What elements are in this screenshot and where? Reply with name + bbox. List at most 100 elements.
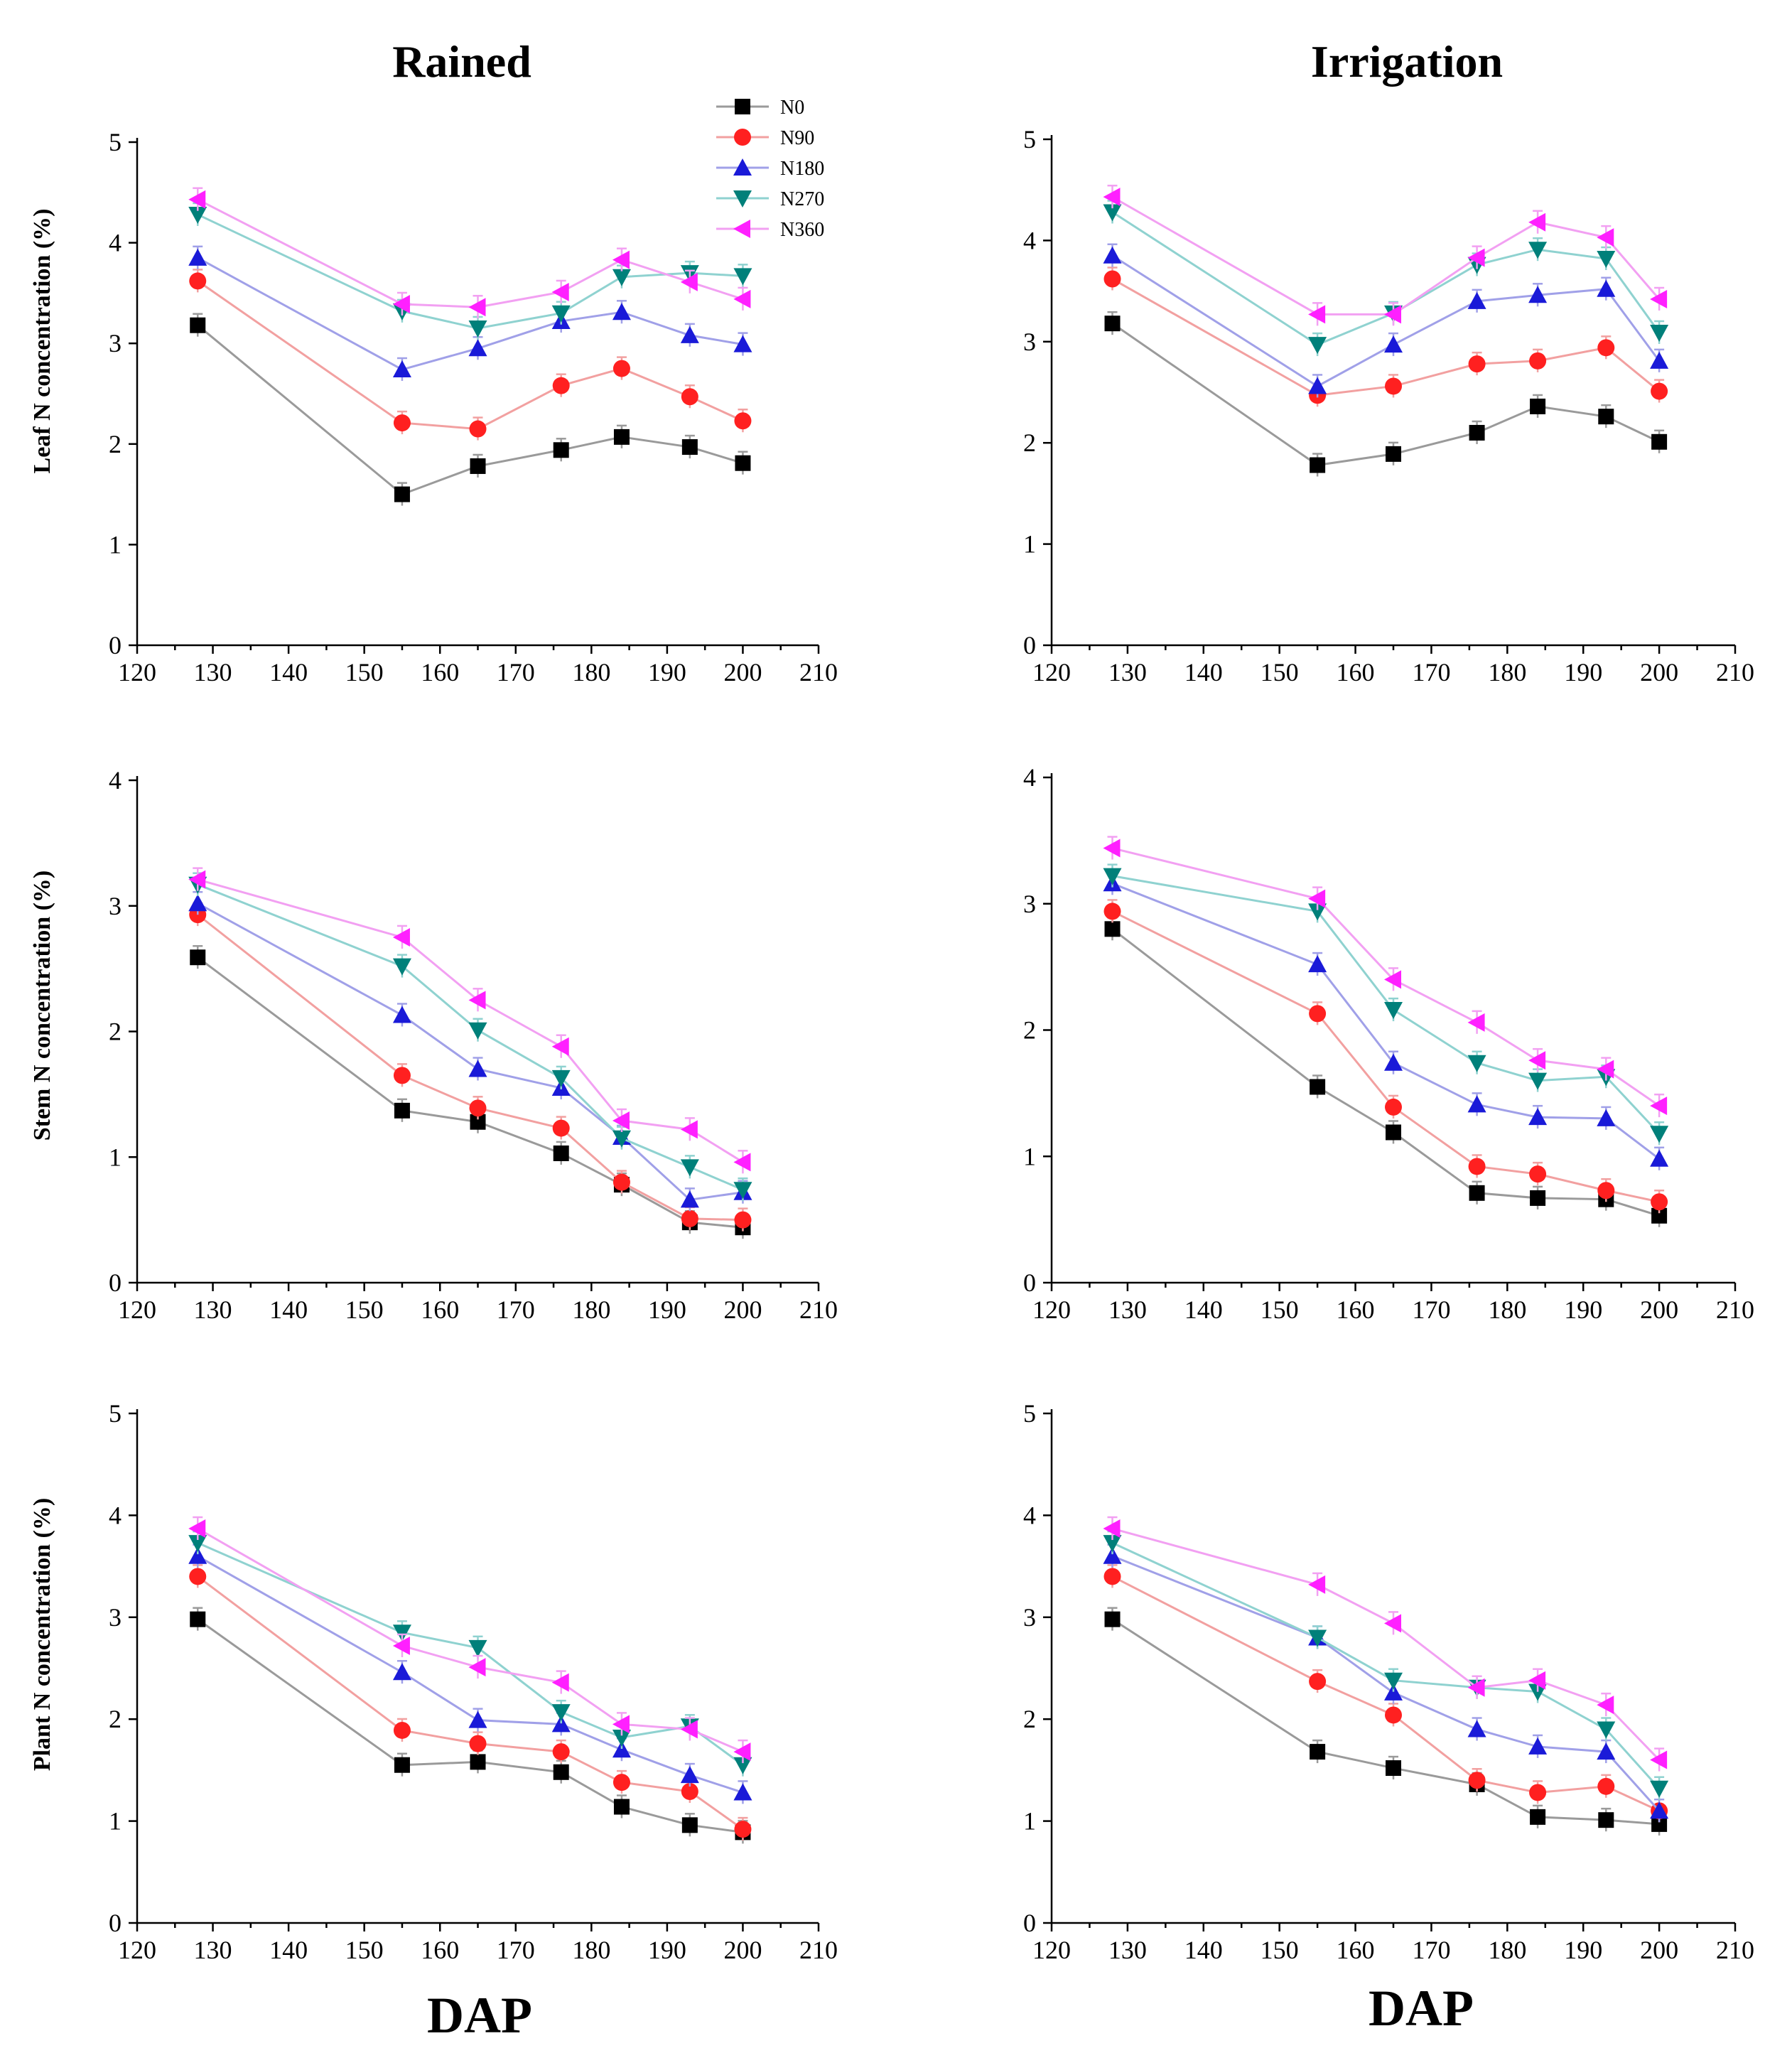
series-N90 (1103, 266, 1668, 407)
x-tick-label: 140 (1184, 658, 1223, 686)
data-point-N90 (552, 1743, 570, 1761)
data-point-N360 (1384, 305, 1401, 324)
legend-marker-N270 (733, 190, 752, 208)
x-tick-label: 130 (194, 1295, 232, 1324)
y-tick-label: 5 (1023, 1399, 1036, 1428)
data-point-N360 (551, 1673, 569, 1692)
data-point-N90 (393, 1721, 411, 1739)
data-point-N0 (1386, 1760, 1401, 1777)
panel-3: 0 1 2 3 4 120 130 140 150 160 170 180 190 200 210 Stem … (29, 766, 838, 1324)
data-point-N0 (1386, 446, 1401, 462)
data-point-N0 (394, 1102, 410, 1119)
y-tick-label: 3 (109, 1603, 122, 1632)
data-point-N0 (1469, 1185, 1485, 1201)
legend-marker-N90 (734, 129, 751, 146)
data-point-N90 (1309, 1673, 1327, 1691)
data-point-N270 (1103, 1535, 1122, 1553)
data-point-N270 (680, 1159, 699, 1177)
data-point-N90 (1103, 270, 1121, 288)
data-point-N0 (553, 442, 569, 458)
y-tick-label: 0 (109, 1909, 122, 1937)
data-point-N360 (188, 870, 206, 889)
legend-label-N360: N360 (780, 219, 824, 241)
panel-6: 0 1 2 3 4 5 120 130 140 150 160 170 180 190 200 210 (1023, 1399, 1754, 1964)
data-point-N0 (470, 1754, 486, 1770)
series-line-N90 (197, 1575, 744, 1831)
y-tick-label: 3 (1023, 890, 1036, 918)
x-tick-label: 190 (648, 658, 686, 686)
data-point-N90 (189, 272, 207, 290)
series-N270 (188, 1530, 752, 1777)
data-point-N360 (1597, 228, 1614, 247)
data-point-N270 (1467, 1055, 1486, 1072)
data-point-N270 (1308, 903, 1327, 921)
data-point-N360 (1650, 1096, 1668, 1116)
data-point-N360 (551, 282, 569, 301)
data-point-N0 (1386, 1124, 1401, 1141)
y-tick-label: 1 (1023, 1142, 1036, 1170)
data-point-N180 (612, 303, 631, 320)
data-point-N0 (470, 1114, 486, 1130)
column-title-irrigation: Irrigation (1311, 36, 1503, 87)
x-tick-label: 160 (421, 1936, 459, 1964)
y-tick-label: 4 (109, 229, 122, 257)
series-N270 (188, 202, 752, 340)
data-point-N180 (1650, 351, 1669, 369)
data-point-N360 (392, 927, 410, 947)
y-tick-label: 2 (109, 1705, 122, 1733)
x-tick-label: 120 (1032, 1295, 1071, 1324)
data-point-N90 (1529, 1784, 1547, 1801)
series-line-N90 (1111, 278, 1661, 397)
data-point-N0 (1310, 1744, 1326, 1760)
column-title-rained: Rained (392, 36, 531, 87)
x-tick-label: 150 (345, 1295, 384, 1324)
data-point-N270 (1597, 251, 1616, 269)
data-point-N180 (1103, 246, 1122, 264)
x-tick-label: 140 (1184, 1295, 1223, 1324)
series-N360 (188, 867, 751, 1174)
x-tick-label: 130 (1108, 1936, 1147, 1964)
x-tick-label: 130 (194, 658, 232, 686)
data-point-N180 (188, 248, 207, 266)
data-point-N180 (468, 1710, 487, 1728)
data-point-N180 (1597, 279, 1616, 297)
data-point-N270 (612, 1730, 631, 1747)
data-point-N90 (1468, 1158, 1486, 1175)
series-line-N0 (1111, 322, 1660, 467)
panel-2: 0 1 2 3 4 5 120 130 140 150 160 170 180 190 200 210 (1023, 125, 1754, 686)
data-point-N180 (392, 1663, 411, 1681)
x-tick-label: 190 (648, 1295, 686, 1324)
data-point-N0 (394, 486, 410, 502)
data-point-N360 (733, 1153, 751, 1172)
data-point-N270 (1308, 337, 1327, 355)
data-point-N270 (733, 268, 752, 286)
data-point-N360 (468, 1658, 486, 1677)
data-point-N180 (1528, 1108, 1548, 1126)
data-point-N270 (392, 1624, 411, 1642)
data-point-N0 (1104, 316, 1121, 332)
data-point-N180 (551, 1715, 571, 1733)
panel-5: 0 1 2 3 4 5 120 130 140 150 160 170 180 190 200 210 Plan… (29, 1399, 838, 1964)
x-tick-label: 180 (1488, 1295, 1526, 1324)
data-point-N0 (1651, 433, 1668, 450)
series-N180 (188, 890, 752, 1212)
x-tick-label: 190 (1564, 1936, 1602, 1964)
x-tick-label: 200 (723, 1936, 762, 1964)
series-N360 (1103, 184, 1668, 326)
x-tick-label: 170 (497, 1936, 535, 1964)
data-point-N0 (1530, 1190, 1546, 1206)
y-axis-label: Leaf N concentration (%) (29, 209, 55, 474)
data-point-N90 (1468, 355, 1486, 373)
x-tick-label: 180 (572, 1295, 610, 1324)
x-tick-label: 120 (1032, 658, 1071, 686)
x-tick-label: 190 (1564, 658, 1602, 686)
data-point-N270 (188, 206, 207, 224)
x-tick-label: 210 (1716, 1295, 1754, 1324)
y-tick-label: 1 (109, 1143, 122, 1171)
data-point-N180 (680, 1190, 699, 1208)
x-tick-label: 200 (1640, 1936, 1678, 1964)
data-point-N0 (1651, 1816, 1668, 1832)
data-point-N90 (552, 377, 570, 394)
x-tick-label: 200 (723, 658, 762, 686)
data-point-N360 (1103, 188, 1121, 207)
